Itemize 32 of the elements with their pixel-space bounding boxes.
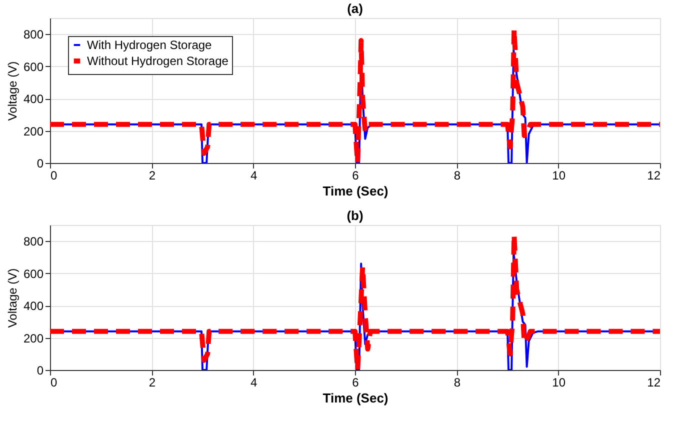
x-tick-label: 6 xyxy=(352,168,360,182)
y-axis-title: Voltage (V) xyxy=(5,61,20,121)
legend-label: With Hydrogen Storage xyxy=(87,38,212,52)
chart-title: (a) xyxy=(347,1,363,16)
y-tick-label: 200 xyxy=(23,331,44,346)
y-tick-label: 400 xyxy=(23,92,44,106)
x-tick-label: 4 xyxy=(250,168,258,182)
x-tick-label: 10 xyxy=(552,376,566,390)
y-tick-label: 600 xyxy=(23,60,44,74)
y-tick-label: 0 xyxy=(36,156,44,170)
x-tick-label: 8 xyxy=(454,168,461,182)
x-tick-label: 12 xyxy=(647,168,661,182)
x-tick-label: 0 xyxy=(50,168,58,182)
x-tick-label: 4 xyxy=(250,376,258,390)
x-tick-label: 6 xyxy=(352,376,360,390)
y-tick-label: 0 xyxy=(36,364,44,378)
x-tick-label: 8 xyxy=(454,376,461,390)
y-tick-label: 600 xyxy=(23,266,44,281)
y-tick-label: 200 xyxy=(23,124,44,138)
y-axis-title: Voltage (V) xyxy=(5,268,20,328)
chart-title: (b) xyxy=(346,208,364,223)
x-axis-title: Time (Sec) xyxy=(322,184,388,198)
y-tick-label: 400 xyxy=(23,299,44,314)
x-tick-label: 12 xyxy=(647,376,661,390)
y-tick-label: 800 xyxy=(23,28,44,42)
y-tick-label: 800 xyxy=(23,234,44,249)
x-tick-label: 10 xyxy=(552,168,566,182)
x-axis-title: Time (Sec) xyxy=(322,390,388,406)
x-tick-label: 0 xyxy=(50,376,58,390)
x-tick-label: 2 xyxy=(148,376,156,390)
legend-label: Without Hydrogen Storage xyxy=(87,54,229,68)
x-tick-label: 2 xyxy=(148,168,156,182)
